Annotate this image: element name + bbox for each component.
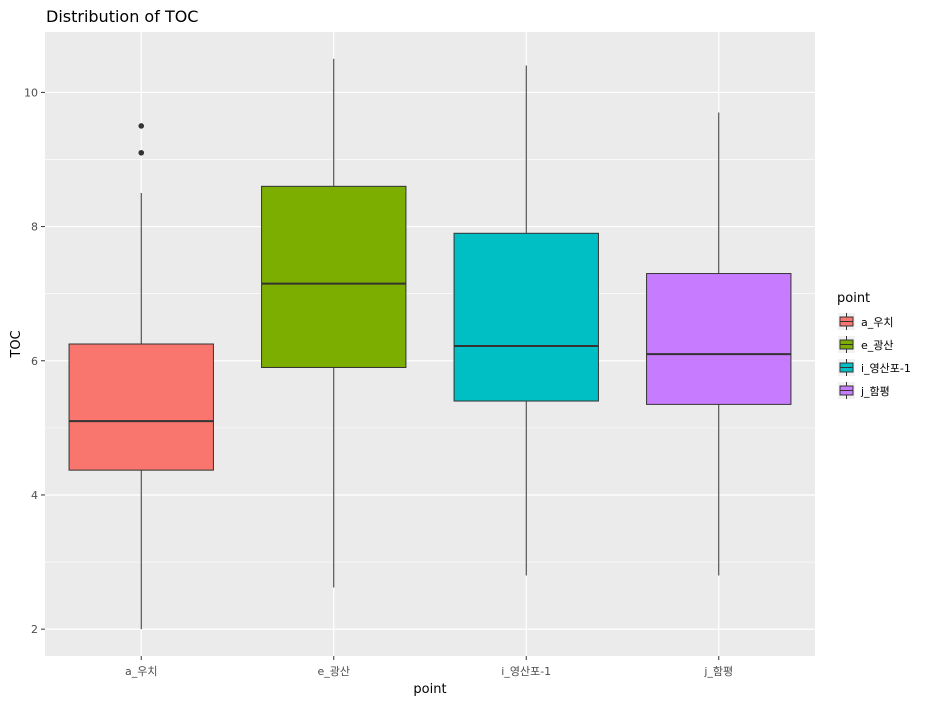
chart-title: Distribution of TOC xyxy=(46,7,198,26)
iqr-box xyxy=(261,185,407,368)
boxes-layer xyxy=(68,58,792,630)
legend-title: point xyxy=(837,291,870,306)
legend: point a_우치 e_광산 i_영산포-1 j_함평 xyxy=(837,291,911,399)
legend-item-1: a_우치 xyxy=(838,313,893,330)
x-tick-label: i_영산포-1 xyxy=(501,665,551,678)
legend-item-4: j_함평 xyxy=(838,382,890,399)
iqr-box xyxy=(453,232,599,402)
y-tick-label: 2 xyxy=(31,623,38,636)
x-tick-label: j_함평 xyxy=(703,665,733,678)
legend-label: e_광산 xyxy=(861,339,894,352)
box-4 xyxy=(646,112,792,576)
y-tick-label: 4 xyxy=(31,489,38,502)
y-axis-ticks: 2 4 6 8 10 xyxy=(24,86,45,636)
y-axis-title: TOC xyxy=(9,330,24,358)
outlier-point xyxy=(138,123,145,129)
y-tick-label: 10 xyxy=(24,86,38,99)
legend-label: j_함평 xyxy=(860,385,890,398)
iqr-box xyxy=(646,273,792,405)
x-axis-ticks: a_우치 e_광산 i_영산포-1 j_함평 xyxy=(125,656,733,678)
outlier-point xyxy=(138,149,145,156)
box-1 xyxy=(68,123,214,630)
legend-label: i_영산포-1 xyxy=(861,362,911,375)
box-3 xyxy=(453,65,599,576)
x-tick-label: e_광산 xyxy=(317,665,350,678)
x-tick-label: a_우치 xyxy=(125,665,157,678)
y-tick-label: 8 xyxy=(31,221,38,234)
x-axis-title: point xyxy=(413,682,446,697)
legend-label: a_우치 xyxy=(861,316,893,329)
y-tick-label: 6 xyxy=(31,355,38,368)
legend-item-2: e_광산 xyxy=(838,336,894,353)
iqr-box xyxy=(68,343,214,471)
legend-item-3: i_영산포-1 xyxy=(838,359,911,376)
box-2 xyxy=(261,58,407,588)
